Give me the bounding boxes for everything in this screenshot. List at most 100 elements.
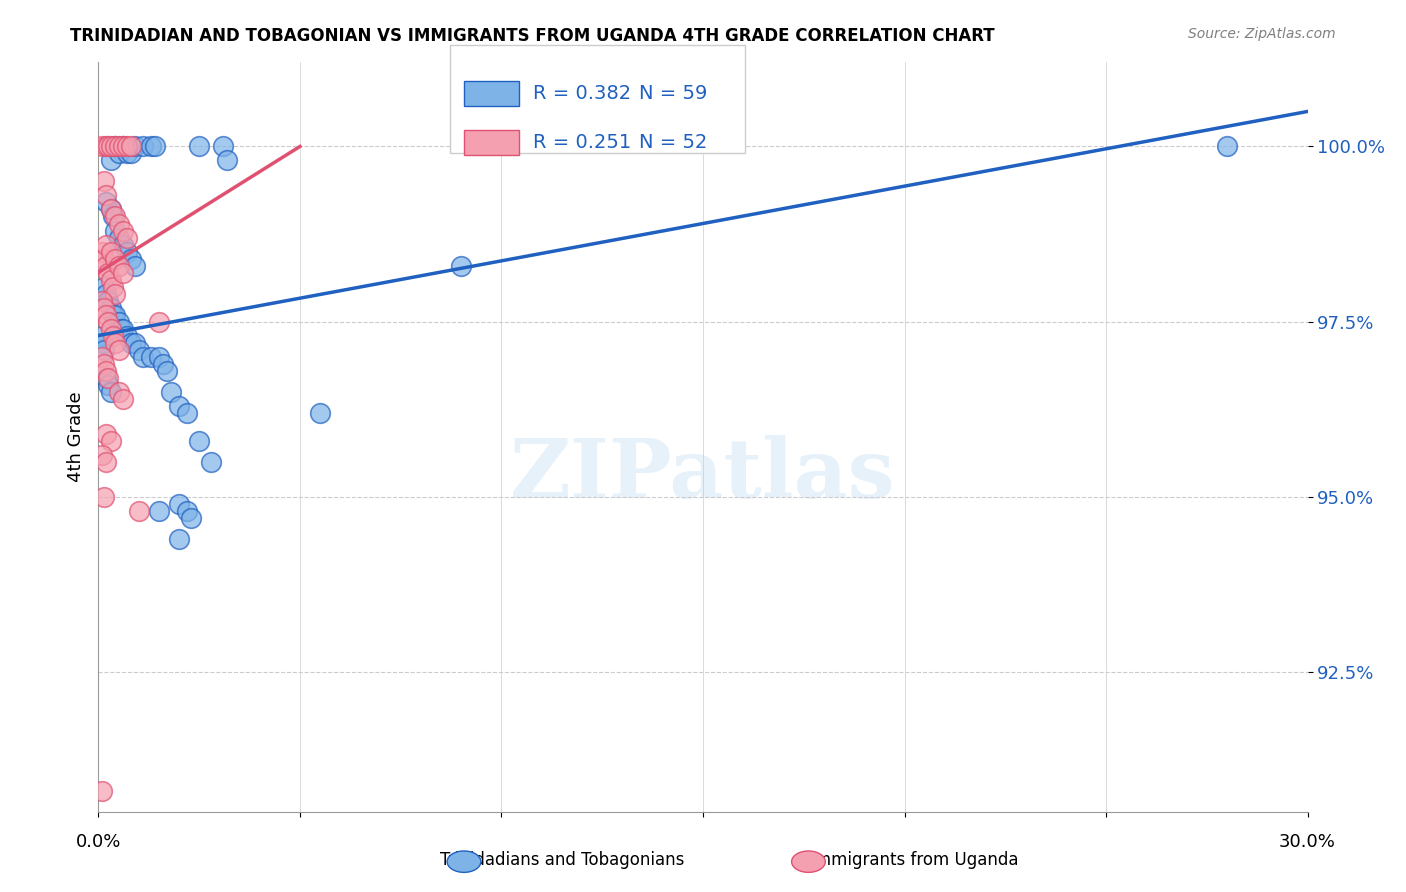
Point [96,308,118,322]
Point [100,272,122,286]
Point [103,335,125,350]
Point [107,343,129,357]
Point [107,139,129,153]
Point [107,217,129,231]
Point [93,174,115,188]
Point [152,357,174,371]
Point [97,370,120,384]
Point [1216,139,1239,153]
Point [91,328,114,343]
Text: Trinidadians and Tobagonians: Trinidadians and Tobagonians [440,851,685,869]
Point [100,434,122,448]
Point [100,139,122,153]
Point [93,252,115,266]
Point [176,406,198,420]
Point [167,532,190,546]
Point [100,384,122,399]
Point [148,314,170,328]
Point [96,286,118,301]
Point [111,223,134,237]
Point [124,335,146,350]
Point [97,293,120,308]
Text: Immigrants from Uganda: Immigrants from Uganda [810,851,1018,869]
Text: N = 59: N = 59 [638,84,707,103]
Point [93,279,115,293]
Point [103,252,125,266]
Point [97,377,120,392]
Point [115,139,138,153]
Point [115,244,138,259]
Point [124,139,146,153]
Text: R = 0.382: R = 0.382 [533,84,631,103]
Point [128,503,150,517]
Point [100,153,122,168]
Point [120,139,142,153]
Point [139,350,162,364]
Point [96,195,118,210]
Point [97,266,120,280]
Point [103,139,125,153]
Point [93,490,115,504]
Point [115,146,138,161]
Point [124,259,146,273]
Point [115,230,138,244]
Point [111,266,134,280]
Point [188,139,211,153]
Point [100,244,122,259]
Point [96,237,118,252]
Point [120,335,142,350]
Point [97,139,120,153]
Point [107,146,129,161]
Point [188,434,211,448]
Point [176,503,198,517]
Point [100,321,122,335]
Point [101,279,124,293]
Point [101,328,124,343]
Point [132,139,155,153]
Point [96,139,118,153]
Text: R = 0.251: R = 0.251 [533,133,631,153]
Point [167,497,190,511]
Point [212,139,235,153]
Point [167,399,190,413]
Text: 30.0%: 30.0% [1279,833,1336,851]
Point [107,384,129,399]
Point [96,454,118,468]
Point [217,153,239,168]
Point [107,314,129,328]
Point [93,357,115,371]
Point [103,223,125,237]
Point [103,308,125,322]
Text: N = 52: N = 52 [638,133,707,153]
Point [120,252,142,266]
Point [111,237,134,252]
Point [180,510,202,524]
Point [450,259,472,273]
Point [96,370,118,384]
Point [103,210,125,224]
Point [111,139,134,153]
Point [100,202,122,217]
Point [91,448,114,462]
Point [100,301,122,315]
Point [309,406,332,420]
Point [107,259,129,273]
Point [139,139,162,153]
Point [91,783,114,797]
Point [91,350,114,364]
Point [96,426,118,441]
Point [200,454,222,468]
Point [111,321,134,335]
Text: TRINIDADIAN AND TOBAGONIAN VS IMMIGRANTS FROM UGANDA 4TH GRADE CORRELATION CHART: TRINIDADIAN AND TOBAGONIAN VS IMMIGRANTS… [70,27,995,45]
Point [128,343,150,357]
Point [103,286,125,301]
Point [91,335,114,350]
Point [143,139,166,153]
Point [132,350,155,364]
Point [120,146,142,161]
Point [148,350,170,364]
Point [93,301,115,315]
Point [107,230,129,244]
Point [103,139,125,153]
Point [96,259,118,273]
